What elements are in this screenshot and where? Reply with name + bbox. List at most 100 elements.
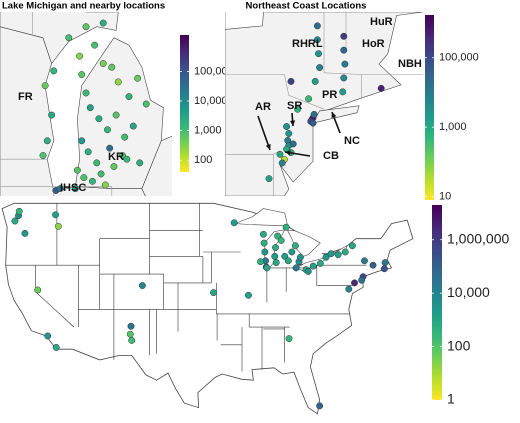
colorbar-label: 10 [439, 191, 451, 203]
site-label: NC [344, 135, 360, 147]
site-point [272, 259, 280, 267]
land [74, 37, 164, 189]
site-point [309, 119, 317, 127]
site-point [322, 253, 330, 261]
site-point [91, 41, 99, 49]
site-point [334, 251, 342, 259]
map-panel [0, 12, 172, 196]
site-point [345, 285, 353, 293]
site-point [272, 244, 279, 251]
site-point [129, 122, 137, 130]
site-point [292, 264, 300, 272]
site-point [128, 336, 136, 344]
site-point [263, 264, 271, 272]
site-point [101, 181, 109, 189]
site-label: KR [108, 151, 124, 163]
map-panel [1, 202, 414, 415]
colorbar-label: 100,000 [194, 65, 234, 77]
colorbar-label: 1,000 [439, 121, 467, 133]
site-point [296, 253, 304, 261]
site-point [65, 34, 73, 42]
site-point [340, 74, 348, 82]
site-point [316, 402, 324, 410]
arrow-head [289, 120, 296, 126]
site-point [106, 144, 114, 152]
site-point [361, 257, 368, 265]
lake [287, 230, 321, 257]
site-point [351, 279, 358, 287]
site-point [369, 261, 377, 269]
site-point [84, 148, 92, 156]
site-point [34, 286, 42, 294]
site-label: HoR [362, 38, 385, 50]
panel-title: Lake Michigan and nearby locations [2, 1, 165, 12]
site-point [278, 159, 286, 167]
site-point [108, 63, 116, 71]
site-point [311, 77, 319, 85]
arrow-head [331, 112, 337, 118]
site-point [285, 130, 293, 137]
site-point [260, 239, 268, 247]
site-point [261, 248, 269, 256]
site-point [313, 36, 321, 44]
site-point [313, 22, 321, 30]
colorbar [180, 35, 189, 172]
site-point [112, 111, 120, 119]
site-label: AR [255, 101, 271, 113]
site-point [282, 223, 290, 231]
site-point [257, 258, 264, 266]
site-label: CB [323, 150, 339, 162]
site-point [276, 150, 284, 158]
colorbar-label: 100,000 [439, 52, 479, 64]
site-point [284, 257, 292, 265]
site-point [271, 252, 279, 260]
site-point [230, 219, 238, 227]
site-label: RHRL [292, 38, 323, 50]
land [1, 202, 414, 415]
site-point [340, 46, 348, 54]
site-point [305, 95, 313, 103]
site-label: FR [18, 91, 33, 103]
site-point [89, 177, 96, 185]
site-point [315, 50, 322, 58]
site-point [99, 60, 107, 67]
site-point [380, 265, 388, 273]
site-point [265, 175, 273, 183]
site-point [126, 330, 134, 338]
site-point [289, 140, 297, 148]
site-point [41, 82, 49, 90]
lake [225, 12, 264, 30]
boundary [225, 74, 325, 110]
site-point [288, 248, 296, 256]
colorbar-label: 10,000 [194, 95, 228, 107]
lake [264, 229, 286, 270]
site-point [138, 282, 146, 290]
site-point [43, 137, 51, 145]
site-point [76, 52, 84, 60]
colorbar-label: 100 [194, 154, 212, 166]
site-point [110, 163, 118, 171]
site-point [54, 222, 62, 230]
site-point [348, 242, 356, 250]
site-point [304, 267, 312, 275]
site-point [15, 207, 23, 215]
site-point [259, 230, 267, 238]
site-label: SR [287, 100, 302, 112]
site-point [121, 133, 129, 141]
site-point [358, 276, 366, 284]
site-point [95, 115, 103, 123]
colorbar-label: 1,000 [194, 125, 222, 137]
site-point [39, 152, 47, 159]
site-point [52, 211, 59, 219]
site-point [50, 67, 58, 75]
panel-title: Northeast Coast Locations [246, 1, 367, 12]
site-point [56, 185, 64, 193]
site-point [377, 84, 385, 92]
map-panel [225, 12, 423, 196]
site-point [48, 111, 56, 119]
site-point [210, 289, 218, 297]
site-label: IHSC [60, 182, 86, 194]
colorbar-label: 100 [447, 337, 471, 353]
